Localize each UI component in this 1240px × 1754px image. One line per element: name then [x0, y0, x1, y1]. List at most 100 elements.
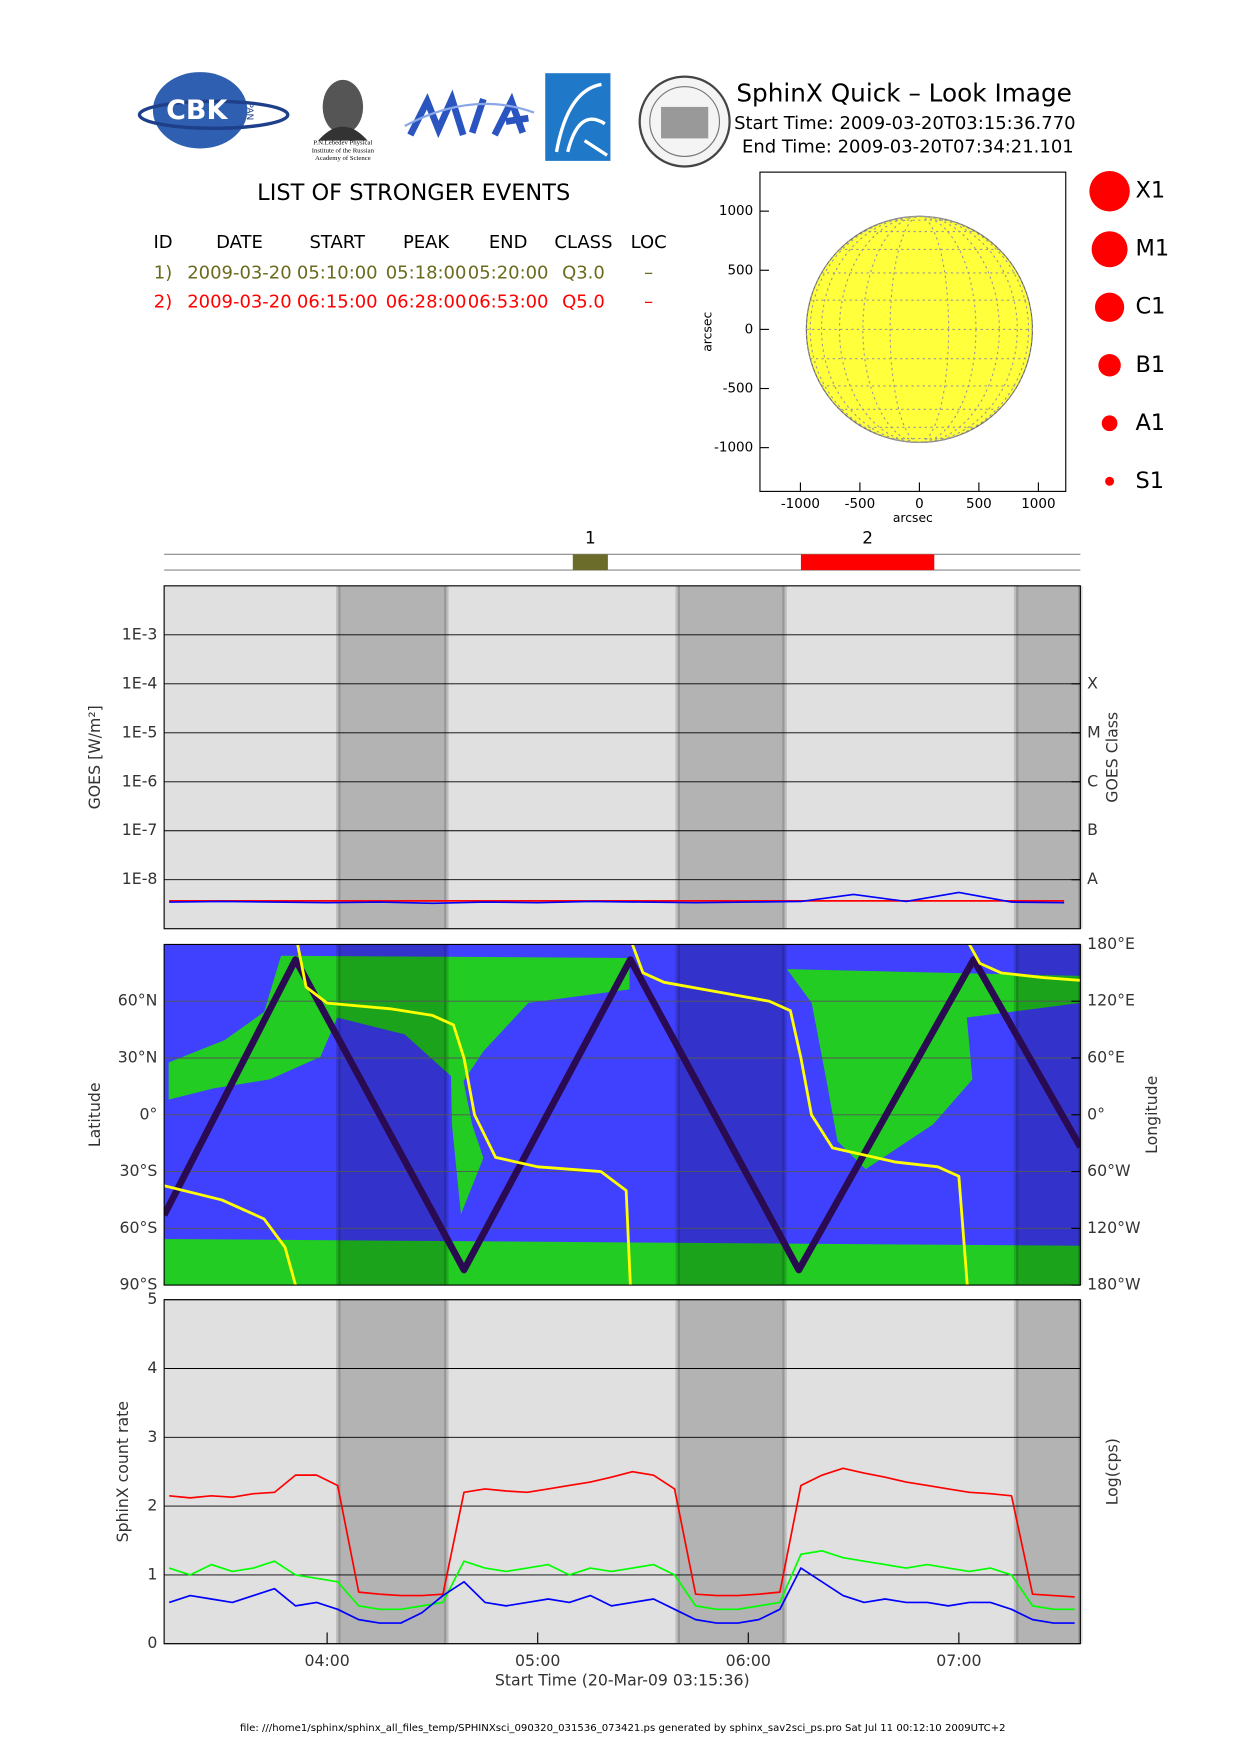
x-tick-label: -500: [845, 496, 876, 512]
event-bar: [572, 554, 608, 571]
y2-axis-label: Longitude: [1142, 1076, 1161, 1154]
y-tick-label: 30°S: [120, 1161, 158, 1180]
column-header: LOC: [631, 232, 667, 253]
y-tick-label: 500: [727, 262, 753, 278]
particle-map: [164, 955, 1081, 1286]
x-tick-label: 500: [966, 496, 992, 512]
event-cell: 05:10:00: [297, 262, 378, 283]
event-cell: –: [644, 292, 653, 313]
plot-background: [164, 585, 1081, 929]
disk-grid: [805, 215, 1033, 443]
y-tick-label: 1E-3: [122, 624, 158, 643]
y-tick-label: 1E-6: [122, 771, 158, 790]
y2-tick-label: 120°E: [1087, 991, 1135, 1010]
footer: file: ///home1/sphinx/sphinx_all_files_t…: [240, 1723, 1006, 1734]
legend-marker: [1089, 170, 1130, 212]
shaded-interval: [677, 1299, 785, 1644]
event-bar: [800, 554, 935, 571]
y-tick-label: 60°N: [118, 991, 158, 1010]
header-end: End Time: 2009-03-20T07:34:21.101: [742, 136, 1074, 157]
header-title: SphinX Quick – Look Image: [736, 79, 1072, 108]
x-axis-label: Start Time (20-Mar-09 03:15:36): [495, 1670, 750, 1689]
shaded-interval: [677, 585, 785, 929]
y-tick-label: 90°S: [120, 1275, 158, 1294]
y2-tick-label: 120°W: [1087, 1218, 1141, 1237]
logo-text: Academy of Science: [315, 155, 371, 162]
y-axis-label: Latitude: [85, 1082, 104, 1147]
y-tick-label: 2: [147, 1496, 157, 1515]
event-cell: 2009-03-20: [187, 262, 291, 283]
y-tick-label: 0°: [140, 1104, 158, 1123]
y2-tick-label: 180°W: [1087, 1275, 1141, 1294]
y2-tick-label: 180°E: [1087, 934, 1135, 953]
shaded-interval: [338, 585, 447, 929]
column-header: PEAK: [403, 232, 450, 253]
legend-label: M1: [1135, 236, 1169, 262]
event-cell: 06:28:00: [386, 292, 467, 313]
event-cell: 06:15:00: [297, 292, 378, 313]
logo-square: [545, 73, 611, 161]
event-cell: Q3.0: [562, 262, 605, 283]
x-tick-label: 06:00: [726, 1651, 771, 1670]
y2-tick-label: 60°W: [1087, 1161, 1131, 1180]
y-tick-label: 1E-8: [122, 869, 158, 888]
legend-marker: [1094, 292, 1125, 322]
y2-axis-label: Log(cps): [1102, 1438, 1121, 1505]
legend-label: X1: [1135, 178, 1165, 204]
plot-background: [164, 1299, 1081, 1644]
column-header: CLASS: [554, 232, 612, 253]
event-cell: 05:20:00: [468, 262, 549, 283]
event-cell: 06:53:00: [468, 292, 549, 313]
event-label: 2: [862, 528, 873, 548]
x-tick-label: 07:00: [936, 1651, 981, 1670]
logo-cbk: CBK PAN: [137, 72, 290, 149]
column-header: ID: [153, 232, 172, 253]
legend-label: A1: [1135, 410, 1165, 436]
green-region: [786, 969, 1081, 1170]
logo-shape: [407, 89, 529, 139]
y2-tick-label: 60°E: [1087, 1047, 1125, 1066]
y-tick-label: 1000: [719, 203, 753, 219]
legend-marker: [1101, 415, 1118, 432]
y-axis-label: arcsec: [701, 312, 715, 352]
y2-tick-label: X: [1087, 673, 1098, 692]
logo-shape: [661, 106, 709, 139]
logo-text: CBK: [166, 95, 228, 126]
y2-axis-label: GOES Class: [1102, 712, 1121, 803]
legend-marker: [1091, 231, 1128, 268]
event-cell: Q5.0: [562, 292, 605, 313]
plot-frame: [163, 1299, 1081, 1645]
shaded-interval: [1016, 1299, 1081, 1644]
green-region: [168, 955, 630, 1100]
x-tick-label: -1000: [781, 496, 820, 512]
y2-tick-label: B: [1087, 820, 1098, 839]
plot-frame: [163, 943, 1081, 1286]
logo-lebedev: P.N.Lebedev Physical Institute of the Ru…: [312, 79, 375, 162]
logo-shape: [137, 99, 290, 130]
event-cell: 2009-03-20: [187, 292, 291, 313]
legend-marker: [1098, 354, 1121, 377]
logo-shape: [404, 102, 535, 128]
y-tick-label: -1000: [714, 440, 753, 456]
x-axis-label: arcsec: [893, 511, 933, 525]
y-tick-label: 1: [147, 1564, 157, 1583]
logo-mipa: [404, 89, 535, 139]
y2-tick-label: 0°: [1087, 1104, 1105, 1123]
series-line: [169, 1467, 1075, 1598]
plot-frame: [163, 585, 1081, 930]
disk-grid: [889, 215, 950, 443]
logo-shape: [545, 73, 611, 161]
y-axis-label: GOES [W/m²]: [85, 705, 104, 809]
y-tick-label: 30°N: [118, 1047, 158, 1066]
y-tick-label: 3: [147, 1427, 157, 1446]
column-header: DATE: [216, 232, 263, 253]
logo-text: P.N.Lebedev Physical: [313, 139, 372, 146]
event-cell: 2): [154, 292, 172, 313]
event-cell: –: [644, 262, 653, 283]
shaded-interval: [338, 1299, 447, 1644]
legend-label: C1: [1135, 294, 1165, 320]
y2-tick-label: M: [1087, 722, 1101, 741]
green-region: [449, 1011, 484, 1215]
